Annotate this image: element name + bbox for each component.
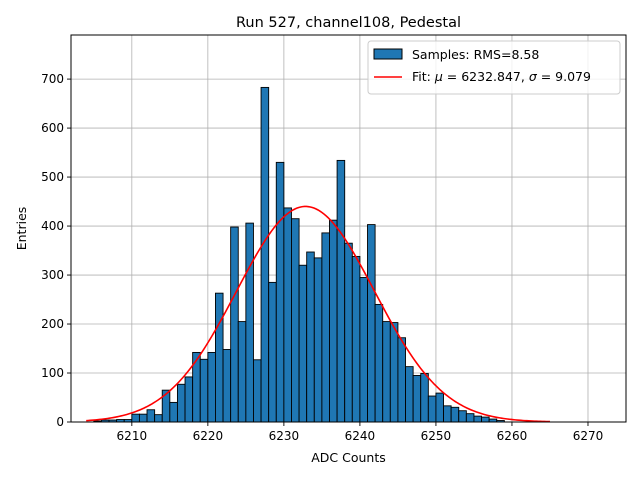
- fit-curve-layer: [86, 205, 550, 423]
- legend-sigma-symbol: σ: [529, 69, 538, 84]
- chart-title: Run 527, channel108, Pedestal: [236, 15, 461, 31]
- histogram-bar: [215, 292, 224, 423]
- histogram-bar: [412, 375, 422, 423]
- histogram-bar: [131, 413, 140, 423]
- histogram-bar: [306, 251, 315, 423]
- y-tick-label: 0: [56, 415, 64, 429]
- x-tick-label: 6210: [117, 429, 148, 443]
- histogram-bar: [450, 406, 460, 423]
- histogram-bar: [367, 224, 376, 423]
- histogram-bar: [184, 376, 194, 423]
- histogram-bar: [397, 337, 406, 423]
- histogram-bar: [176, 383, 186, 423]
- x-tick-label: 6260: [497, 429, 528, 443]
- histogram-bar: [245, 222, 254, 423]
- legend-samples-patch: [373, 48, 403, 60]
- fit-curve: [86, 205, 550, 423]
- histogram-bar: [344, 242, 353, 423]
- histogram-bar: [199, 358, 209, 423]
- x-tick-label: 6270: [573, 429, 604, 443]
- histogram-bar: [169, 401, 178, 423]
- histogram-bar: [336, 159, 346, 423]
- legend-sigma-value: = 9.079: [537, 69, 591, 84]
- histogram-bar: [146, 409, 156, 423]
- histogram-bar: [420, 373, 429, 423]
- x-tick-label: 6230: [269, 429, 300, 443]
- histogram-bar: [222, 349, 232, 423]
- histogram-bar: [268, 281, 277, 423]
- histogram-bar: [253, 359, 262, 423]
- histogram-bar: [435, 392, 444, 423]
- y-tick-label: 300: [41, 268, 64, 282]
- histogram-bar: [291, 218, 300, 423]
- legend-mu-value: = 6232.847,: [443, 69, 529, 84]
- histogram-bar: [382, 321, 391, 423]
- y-tick-label: 500: [41, 170, 64, 184]
- x-tick-label: 6240: [345, 429, 376, 443]
- x-tick-label: 6220: [193, 429, 224, 443]
- plot-frame: [70, 34, 627, 423]
- y-tick-label: 200: [41, 317, 64, 331]
- histogram-bar: [313, 257, 323, 423]
- histogram-bar: [321, 232, 330, 423]
- x-axis-label: ADC Counts: [311, 450, 386, 465]
- histogram-bar: [329, 219, 338, 423]
- histogram-bar: [138, 413, 148, 423]
- histogram-bar: [481, 416, 490, 423]
- x-tick-label: 6250: [421, 429, 452, 443]
- x-axis-ticks: 6210 6220 6230 6240 6250 6260 6270: [117, 422, 604, 443]
- histogram-bar: [405, 366, 414, 423]
- histogram-bar: [207, 351, 216, 423]
- histogram-bar: [427, 395, 437, 423]
- histogram-bar: [260, 86, 270, 423]
- histogram-bar: [298, 264, 308, 423]
- y-tick-label: 100: [41, 366, 64, 380]
- histogram-bar: [458, 410, 467, 423]
- legend-box: [367, 40, 621, 95]
- histogram-bar: [374, 303, 384, 423]
- histogram-bar: [154, 414, 163, 423]
- histogram-bar: [359, 277, 368, 423]
- legend: Samples: RMS=8.58 Fit: μ = 6232.847, σ =…: [367, 40, 621, 95]
- histogram-bar: [237, 321, 247, 423]
- legend-fit-label: Fit: μ = 6232.847, σ = 9.079: [412, 69, 591, 84]
- histogram-bar: [465, 413, 475, 423]
- histogram-bar: [351, 255, 361, 423]
- histogram-bar: [389, 322, 399, 423]
- histogram-bar: [230, 226, 239, 423]
- histogram-bar: [275, 161, 285, 423]
- histogram-bar: [283, 207, 292, 423]
- y-axis-ticks: 0 100 200 300 400 500 600 700: [41, 72, 71, 429]
- y-axis-label: Entries: [14, 207, 29, 251]
- y-tick-label: 700: [41, 72, 64, 86]
- histogram-bar: [473, 415, 482, 423]
- y-tick-label: 600: [41, 121, 64, 135]
- y-tick-label: 400: [41, 219, 64, 233]
- legend-fit-prefix: Fit:: [412, 69, 435, 84]
- legend-mu-symbol: μ: [434, 69, 443, 84]
- histogram-bar: [443, 405, 452, 423]
- legend-samples-label: Samples: RMS=8.58: [412, 47, 539, 62]
